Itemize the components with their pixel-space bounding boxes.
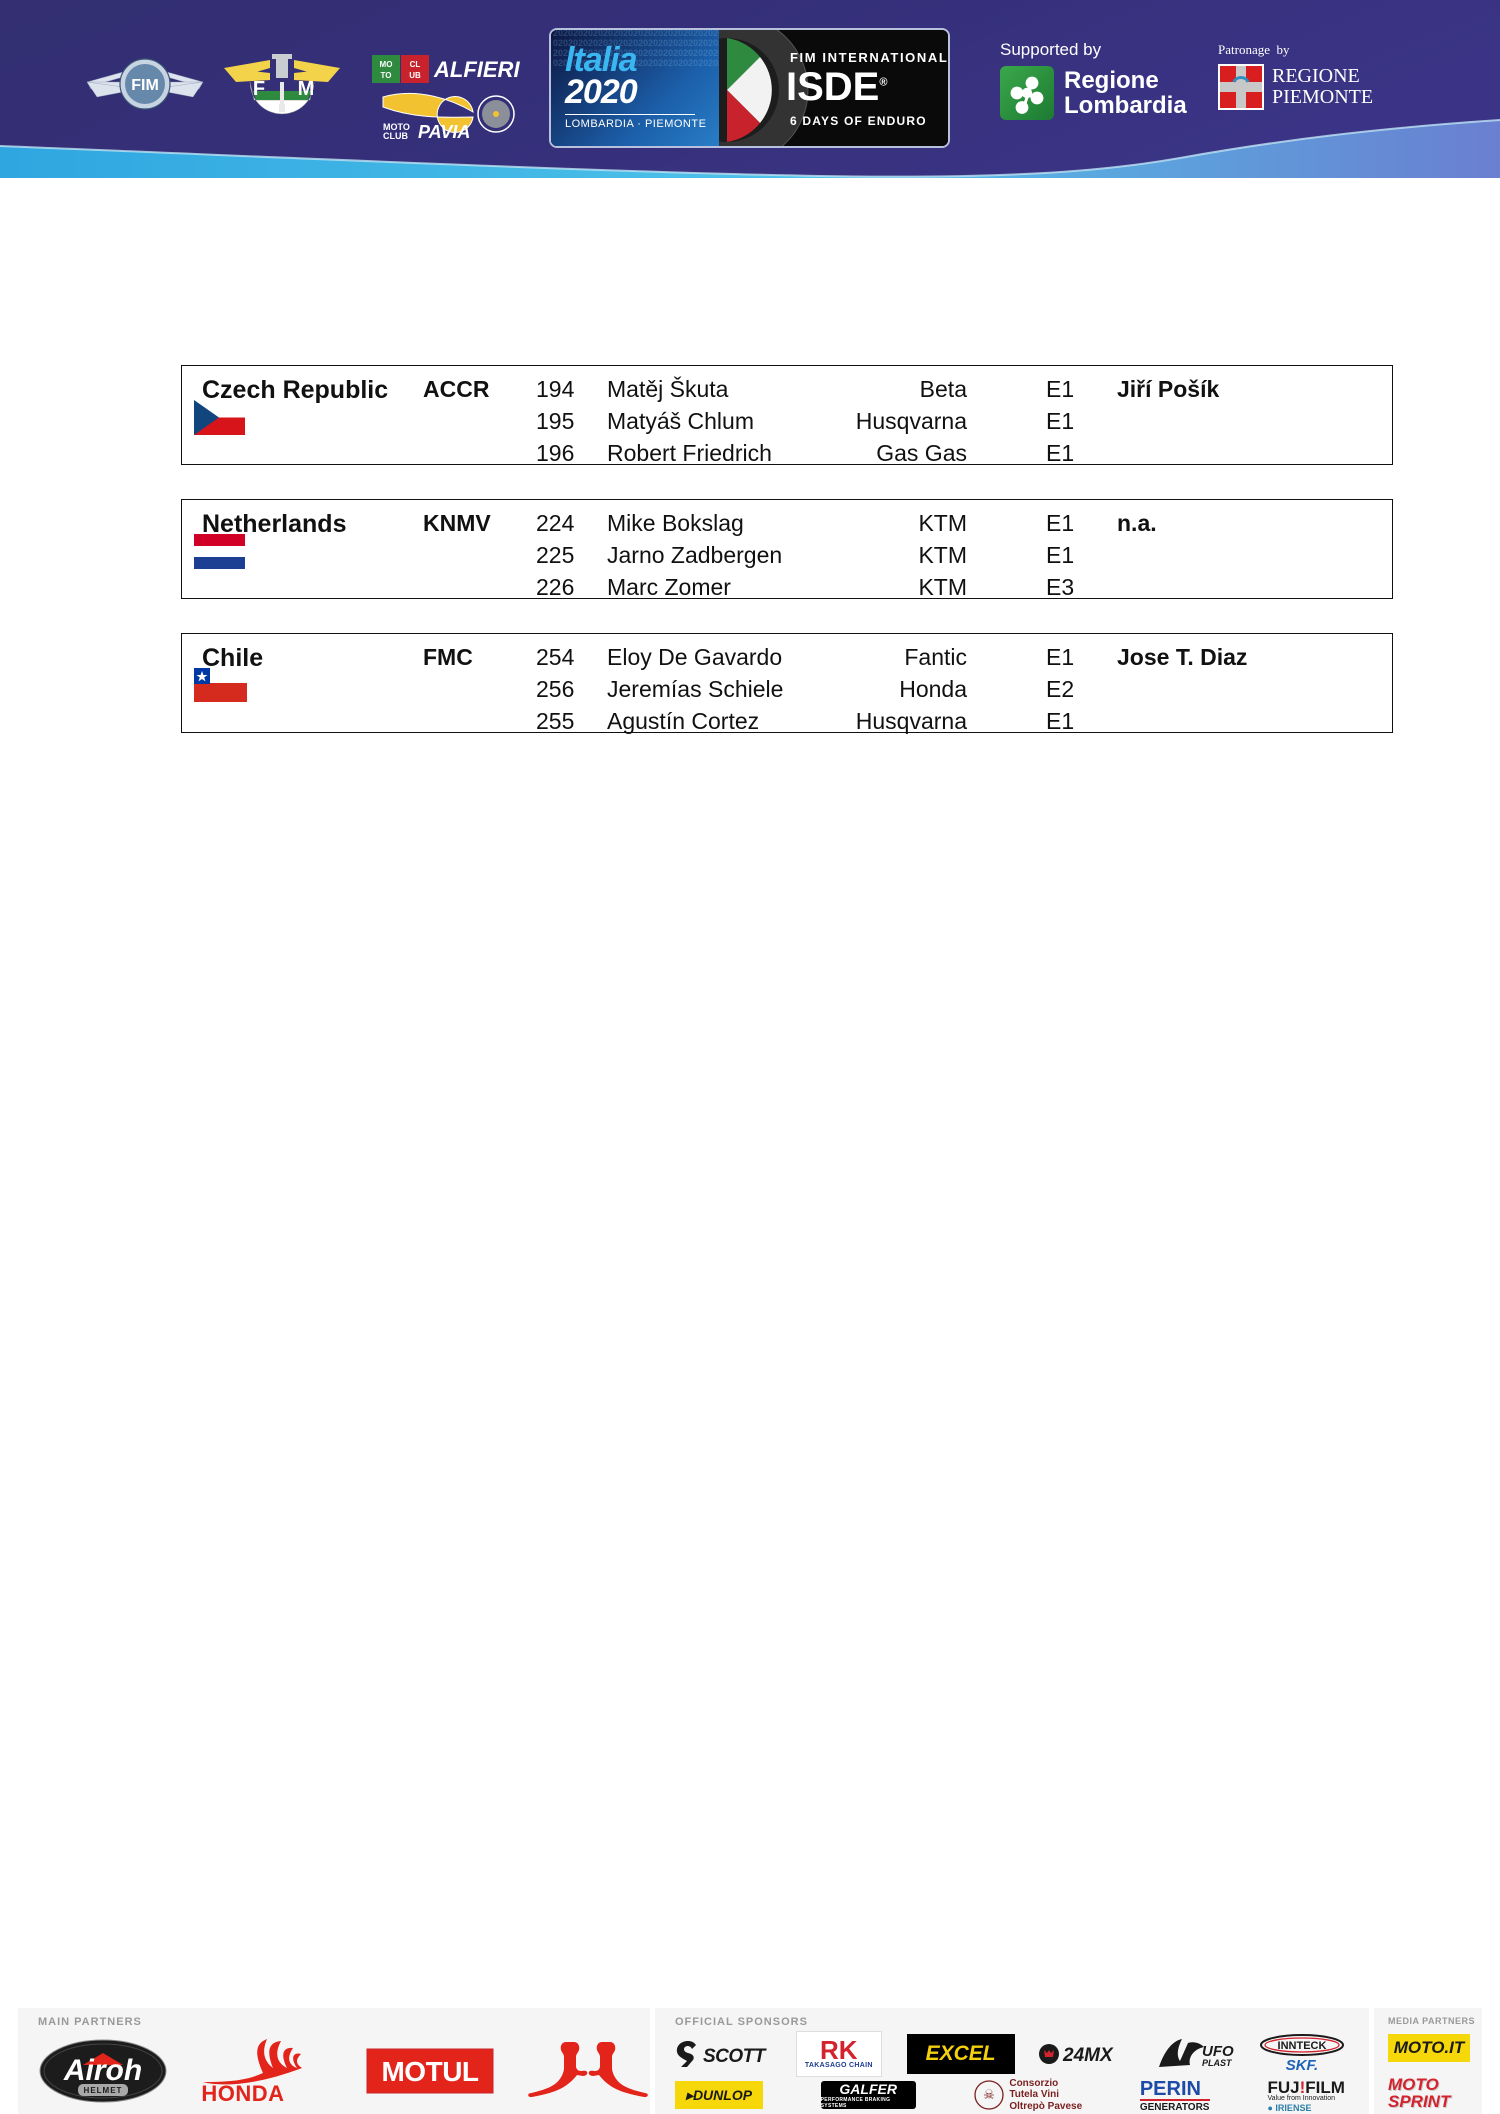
svg-text:ALFIERI: ALFIERI bbox=[433, 57, 520, 82]
svg-text:24MX: 24MX bbox=[1062, 2045, 1114, 2066]
svg-text:MOTUL: MOTUL bbox=[381, 2056, 478, 2087]
svg-text:CLUB: CLUB bbox=[383, 131, 408, 141]
svg-text:HONDA: HONDA bbox=[202, 2081, 285, 2104]
svg-text:HELMET: HELMET bbox=[84, 2086, 123, 2095]
svg-text:PLAST: PLAST bbox=[1202, 2058, 1233, 2068]
svg-text:TO: TO bbox=[381, 71, 392, 80]
svg-text:SCOTT: SCOTT bbox=[703, 2046, 767, 2067]
svg-text:CL: CL bbox=[410, 60, 421, 69]
svg-text:FIM: FIM bbox=[131, 77, 159, 94]
svg-text:☠: ☠ bbox=[984, 2087, 996, 2102]
svg-text:MO: MO bbox=[380, 60, 393, 69]
svg-text:UB: UB bbox=[409, 71, 421, 80]
svg-text:PAVIA: PAVIA bbox=[418, 122, 470, 142]
svg-text:INNTECK: INNTECK bbox=[1278, 2040, 1327, 2052]
svg-text:Airoh: Airoh bbox=[63, 2054, 142, 2087]
svg-text:M: M bbox=[298, 78, 315, 100]
svg-text:F: F bbox=[253, 78, 265, 100]
